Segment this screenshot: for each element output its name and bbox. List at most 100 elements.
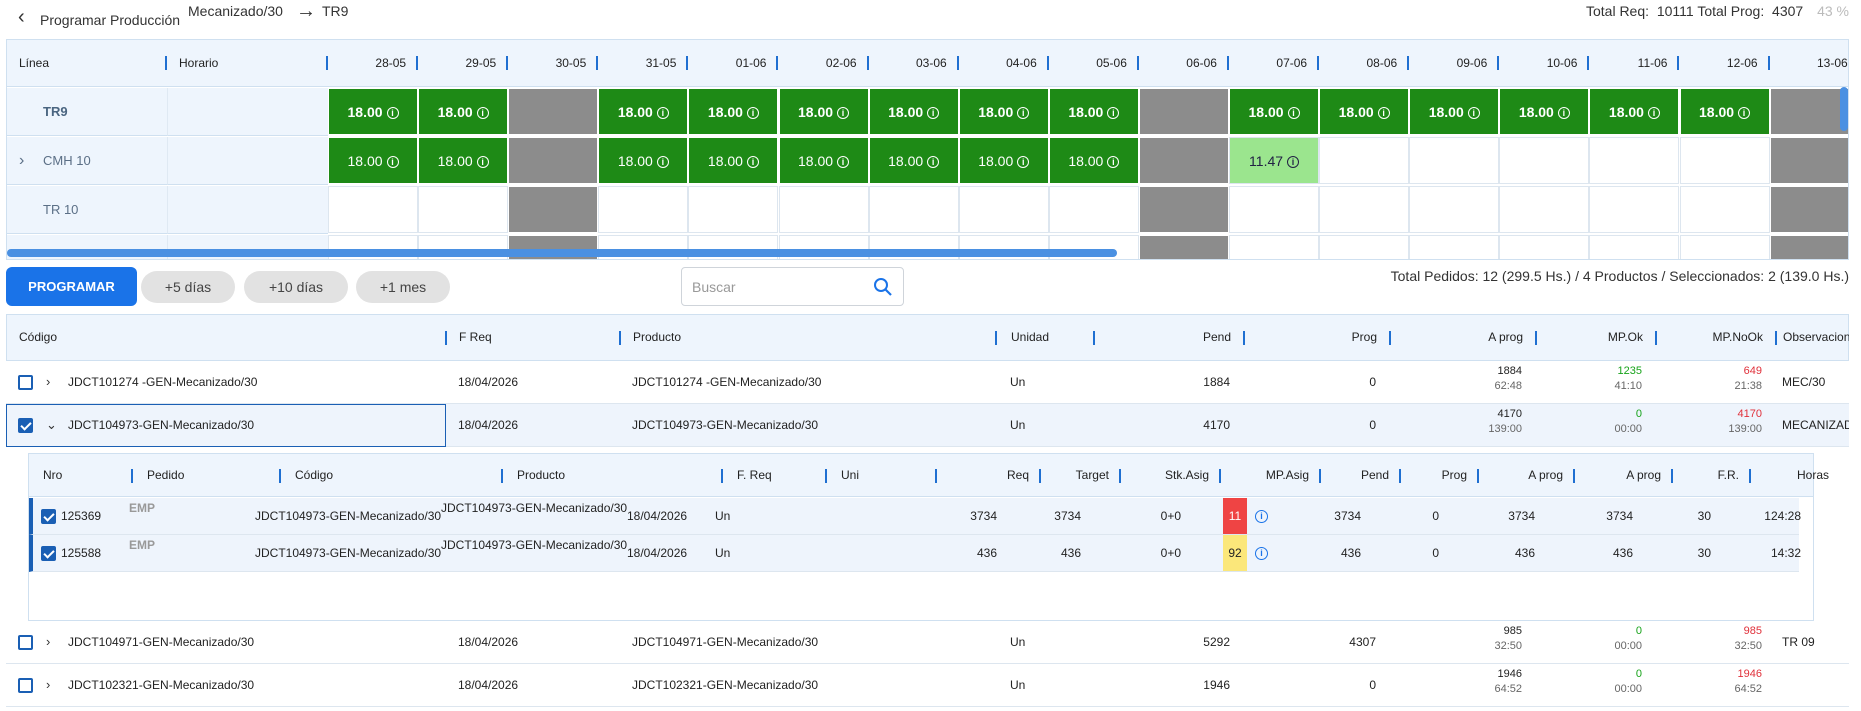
calendar-cell[interactable] [508, 137, 599, 184]
calendar-cell[interactable]: 18.00 i [328, 88, 419, 135]
order-checkbox[interactable] [18, 678, 33, 693]
calendar-cell[interactable] [1319, 235, 1410, 259]
detail-row[interactable]: 125369 EMP JDCT104973-GEN-Mecanizado/30 JDC… [29, 498, 1801, 535]
order-row[interactable]: ⌄ JDCT104973-GEN-Mecanizado/30 18/04/2026 J… [6, 404, 1849, 447]
calendar-cell[interactable]: 11.47 i [1229, 137, 1320, 184]
calendar-cell[interactable] [1499, 235, 1590, 259]
back-chevron-icon[interactable]: ‹ [18, 6, 25, 28]
plus-5-days-button[interactable]: +5 días [141, 271, 235, 303]
order-checkbox[interactable] [18, 635, 33, 650]
search-input[interactable] [692, 276, 862, 298]
info-icon[interactable]: i [476, 156, 489, 168]
calendar-cell[interactable] [1138, 235, 1229, 259]
plus-10-days-button[interactable]: +10 días [244, 271, 348, 303]
calendar-cell[interactable] [1499, 186, 1590, 233]
chevron-down-icon[interactable]: ⌄ [46, 417, 57, 432]
calendar-cell[interactable] [1138, 186, 1229, 233]
calendar-cell[interactable] [1589, 186, 1680, 233]
programar-button[interactable]: PROGRAMAR [6, 267, 137, 306]
plus-1-month-button[interactable]: +1 mes [356, 271, 450, 303]
search-icon[interactable] [873, 277, 893, 297]
calendar-cell[interactable]: 18.00 i [1048, 137, 1139, 184]
calendar-cell[interactable] [1499, 137, 1590, 184]
calendar-cell[interactable] [1769, 137, 1848, 184]
calendar-row-label[interactable]: TR 10 [7, 186, 167, 234]
calendar-cell[interactable]: 18.00 i [1679, 88, 1770, 135]
calendar-cell[interactable] [1769, 186, 1848, 233]
calendar-cell[interactable] [508, 88, 599, 135]
calendar-cell[interactable] [958, 186, 1049, 233]
detail-row[interactable]: 125588 EMP JDCT104973-GEN-Mecanizado/30 JDC… [29, 535, 1801, 572]
calendar-cell[interactable]: 18.00 i [688, 137, 779, 184]
calendar-cell[interactable]: 18.00 i [418, 88, 509, 135]
info-icon[interactable]: i [1255, 547, 1268, 560]
horizontal-scrollbar[interactable] [7, 249, 1117, 257]
info-icon[interactable]: i [386, 156, 399, 168]
calendar-cell[interactable]: 18.00 i [1589, 88, 1680, 135]
calendar-cell[interactable] [508, 186, 599, 233]
info-icon[interactable]: i [1017, 156, 1030, 168]
calendar-cell[interactable] [1138, 88, 1229, 135]
detail-checkbox[interactable] [41, 546, 56, 561]
info-icon[interactable]: i [1647, 107, 1660, 119]
info-icon[interactable]: i [1107, 156, 1120, 168]
calendar-cell[interactable]: 18.00 i [598, 137, 689, 184]
calendar-cell[interactable]: 18.00 i [1048, 88, 1139, 135]
calendar-cell[interactable]: 18.00 i [1409, 88, 1500, 135]
info-icon[interactable]: i [1287, 107, 1300, 119]
calendar-cell[interactable] [868, 186, 959, 233]
calendar-cell[interactable] [598, 186, 689, 233]
info-icon[interactable]: i [1377, 107, 1390, 119]
info-icon[interactable]: i [746, 156, 759, 168]
info-icon[interactable]: i [386, 107, 399, 119]
calendar-cell[interactable] [1048, 186, 1139, 233]
calendar-cell[interactable] [1229, 235, 1320, 259]
info-icon[interactable]: i [1467, 107, 1480, 119]
calendar-cell[interactable] [1679, 186, 1770, 233]
calendar-cell[interactable] [1409, 186, 1500, 233]
order-checkbox[interactable] [18, 418, 33, 433]
info-icon[interactable]: i [927, 156, 940, 168]
info-icon[interactable]: i [1557, 107, 1570, 119]
info-icon[interactable]: i [746, 107, 759, 119]
info-icon[interactable]: i [1107, 107, 1120, 119]
calendar-cell[interactable]: 18.00 i [778, 88, 869, 135]
calendar-cell[interactable] [1769, 235, 1848, 259]
info-icon[interactable]: i [837, 156, 850, 168]
calendar-cell[interactable] [1589, 137, 1680, 184]
info-icon[interactable]: i [1287, 156, 1300, 168]
calendar-cell[interactable] [1138, 137, 1229, 184]
info-icon[interactable]: i [476, 107, 489, 119]
info-icon[interactable]: i [656, 107, 669, 119]
calendar-cell[interactable] [1409, 137, 1500, 184]
chevron-right-icon[interactable]: › [46, 634, 51, 649]
calendar-cell[interactable] [688, 186, 779, 233]
calendar-cell[interactable]: 18.00 i [598, 88, 689, 135]
calendar-cell[interactable] [328, 186, 419, 233]
calendar-cell[interactable]: 18.00 i [1499, 88, 1590, 135]
calendar-cell[interactable]: 18.00 i [1319, 88, 1410, 135]
calendar-cell[interactable] [1769, 88, 1848, 135]
chevron-right-icon[interactable]: › [46, 677, 51, 692]
order-checkbox[interactable] [18, 375, 33, 390]
calendar-cell[interactable]: 18.00 i [868, 88, 959, 135]
calendar-cell[interactable] [1229, 186, 1320, 233]
calendar-cell[interactable] [1319, 137, 1410, 184]
info-icon[interactable]: i [837, 107, 850, 119]
calendar-cell[interactable]: 18.00 i [418, 137, 509, 184]
info-icon[interactable]: i [927, 107, 940, 119]
calendar-cell[interactable] [1589, 235, 1680, 259]
calendar-cell[interactable] [1319, 186, 1410, 233]
info-icon[interactable]: i [1255, 510, 1268, 523]
info-icon[interactable]: i [1017, 107, 1030, 119]
calendar-cell[interactable]: 18.00 i [1229, 88, 1320, 135]
calendar-cell[interactable] [1679, 235, 1770, 259]
calendar-cell[interactable]: 18.00 i [778, 137, 869, 184]
calendar-cell[interactable]: 18.00 i [958, 88, 1049, 135]
order-row[interactable]: › JDCT102321-GEN-Mecanizado/30 18/04/2026 J… [6, 664, 1849, 707]
chevron-right-icon[interactable]: › [46, 374, 51, 389]
vertical-scrollbar[interactable] [1840, 87, 1848, 131]
back-link[interactable]: Programar Producción [40, 12, 181, 28]
calendar-cell[interactable]: 18.00 i [958, 137, 1049, 184]
calendar-cell[interactable]: 18.00 i [328, 137, 419, 184]
